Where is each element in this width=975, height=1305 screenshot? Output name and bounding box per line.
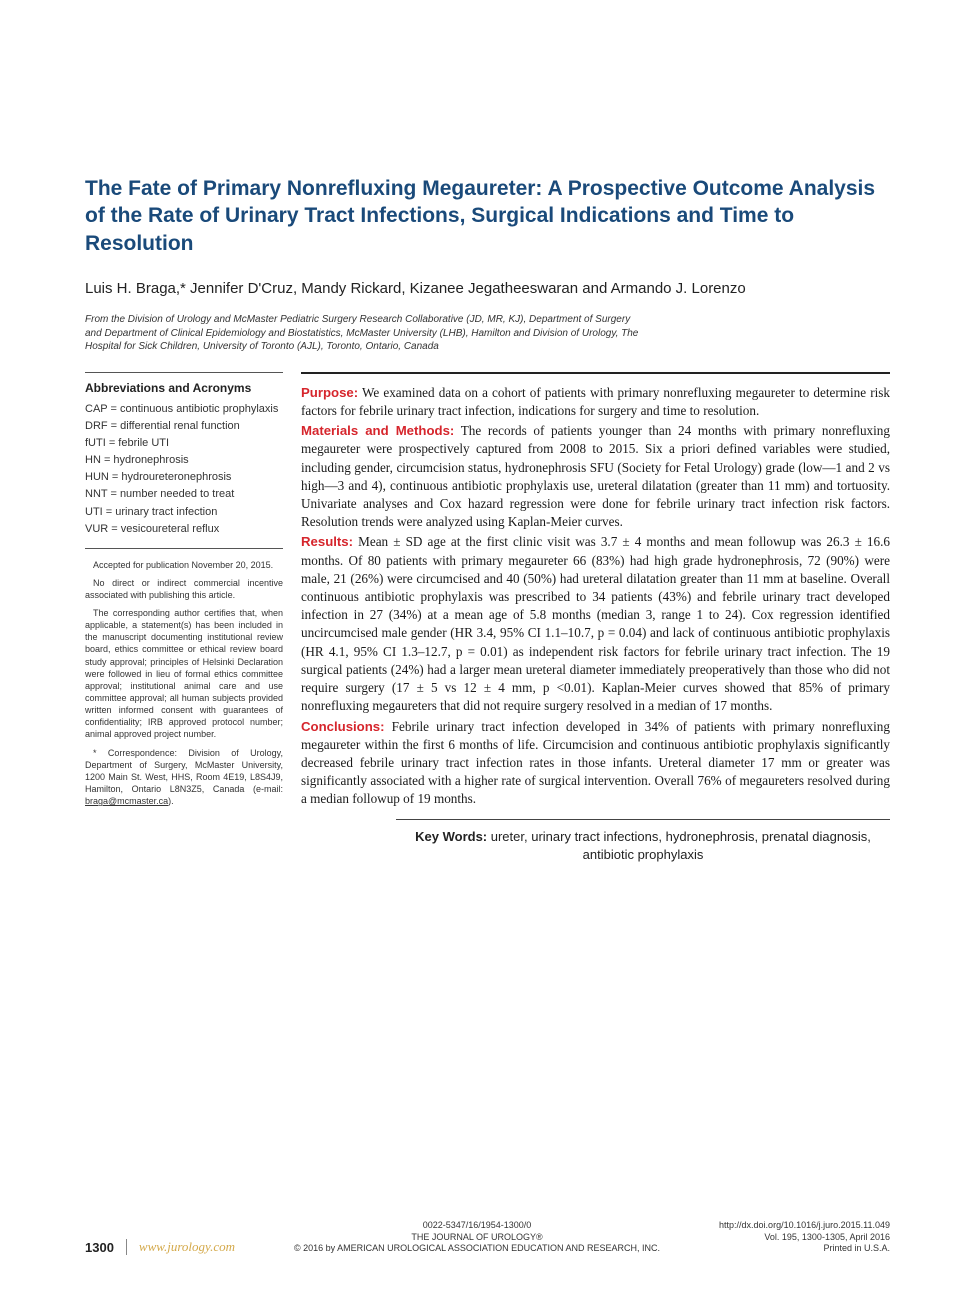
abbrev-item: fUTI = febrile UTI — [85, 435, 283, 452]
abbrev-item: CAP = continuous antibiotic prophylaxis — [85, 401, 283, 418]
footer-right: http://dx.doi.org/10.1016/j.juro.2015.11… — [719, 1220, 890, 1255]
abbrev-item: DRF = differential renal function — [85, 418, 283, 435]
abbrev-item: NNT = number needed to treat — [85, 486, 283, 503]
correspondence-email-link[interactable]: braga@mcmaster.ca — [85, 796, 168, 806]
affiliation-text: From the Division of Urology and McMaste… — [85, 313, 645, 354]
journal-name: THE JOURNAL OF UROLOGY® — [294, 1232, 660, 1244]
journal-url[interactable]: www.jurology.com — [126, 1239, 235, 1255]
abbreviations-box: Abbreviations and Acronyms CAP = continu… — [85, 372, 283, 549]
abbrev-item: HUN = hydroureteronephrosis — [85, 469, 283, 486]
keywords-label: Key Words: — [415, 829, 487, 844]
correspondence-prefix: * Correspondence: Division of Urology, D… — [85, 748, 283, 794]
acceptance-note: Accepted for publication November 20, 20… — [85, 559, 283, 571]
footer-left: 1300 www.jurology.com — [85, 1239, 235, 1255]
coi-note: No direct or indirect commercial incenti… — [85, 577, 283, 601]
volume-line: Vol. 195, 1300-1305, April 2016 — [719, 1232, 890, 1244]
abstract-results: Results: Mean ± SD age at the first clin… — [301, 533, 890, 715]
abbreviations-heading: Abbreviations and Acronyms — [85, 381, 283, 397]
results-text: Mean ± SD age at the first clinic visit … — [301, 534, 890, 713]
page-footer: 1300 www.jurology.com 0022-5347/16/1954-… — [85, 1220, 890, 1255]
abbrev-item: UTI = urinary tract infection — [85, 504, 283, 521]
issn-line: 0022-5347/16/1954-1300/0 — [294, 1220, 660, 1232]
purpose-label: Purpose: — [301, 385, 358, 400]
methods-text: The records of patients younger than 24 … — [301, 423, 890, 529]
correspondence-note: * Correspondence: Division of Urology, D… — [85, 747, 283, 808]
printed-line: Printed in U.S.A. — [719, 1243, 890, 1255]
conclusions-text: Febrile urinary tract infection develope… — [301, 719, 890, 807]
abbrev-item: HN = hydronephrosis — [85, 452, 283, 469]
doi-line[interactable]: http://dx.doi.org/10.1016/j.juro.2015.11… — [719, 1220, 890, 1232]
methods-label: Materials and Methods: — [301, 423, 454, 438]
results-label: Results: — [301, 534, 353, 549]
correspondence-suffix: ). — [168, 796, 174, 806]
sidebar: Abbreviations and Acronyms CAP = continu… — [85, 372, 283, 864]
main-content-area: Abbreviations and Acronyms CAP = continu… — [85, 372, 890, 864]
abstract-conclusions: Conclusions: Febrile urinary tract infec… — [301, 718, 890, 809]
footer-center: 0022-5347/16/1954-1300/0 THE JOURNAL OF … — [294, 1220, 660, 1255]
page-number: 1300 — [85, 1240, 114, 1255]
author-list: Luis H. Braga,* Jennifer D'Cruz, Mandy R… — [85, 279, 890, 299]
abstract-methods: Materials and Methods: The records of pa… — [301, 422, 890, 531]
article-title: The Fate of Primary Nonrefluxing Megaure… — [85, 175, 890, 257]
keywords-block: Key Words: ureter, urinary tract infecti… — [396, 819, 890, 864]
keywords-text: ureter, urinary tract infections, hydron… — [487, 829, 871, 862]
abbrev-item: VUR = vesicoureteral reflux — [85, 521, 283, 538]
ethics-note: The corresponding author certifies that,… — [85, 607, 283, 741]
copyright-line: © 2016 by AMERICAN UROLOGICAL ASSOCIATIO… — [294, 1243, 660, 1255]
abstract-column: Purpose: We examined data on a cohort of… — [301, 372, 890, 864]
abstract-purpose: Purpose: We examined data on a cohort of… — [301, 384, 890, 420]
conclusions-label: Conclusions: — [301, 719, 385, 734]
purpose-text: We examined data on a cohort of patients… — [301, 385, 890, 418]
